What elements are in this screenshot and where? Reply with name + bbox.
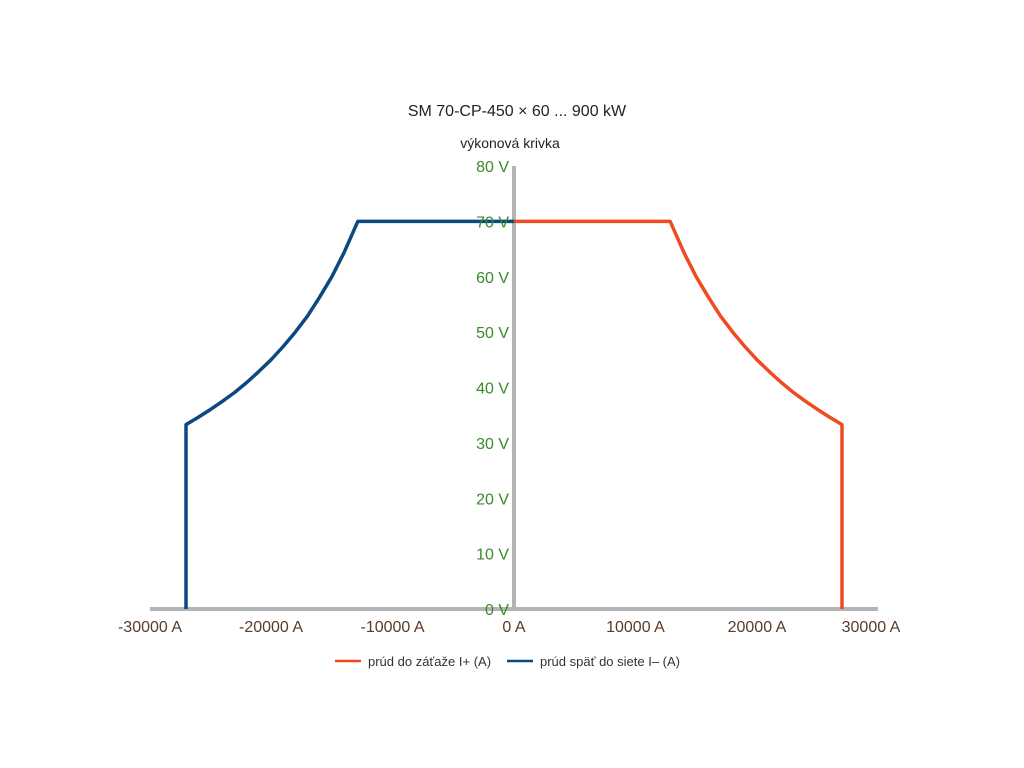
- legend-item-0: prúd do záťaže I+ (A): [335, 654, 491, 669]
- legend: prúd do záťaže I+ (A) prúd späť do siete …: [335, 654, 680, 669]
- y-tick-label: 50 V: [476, 325, 509, 342]
- series-line-1: [184, 219, 514, 609]
- y-tick-label: 20 V: [476, 491, 509, 508]
- y-tick-label: 30 V: [476, 436, 509, 453]
- x-tick-label: -30000 A: [118, 619, 182, 636]
- y-axis-label: výkonová krivka: [460, 135, 560, 151]
- chart-title: SM 70-CP-450 × 60 ... 900 kW: [408, 103, 627, 120]
- series-lines: [184, 219, 844, 609]
- legend-item-1: prúd späť do siete I– (A): [507, 654, 680, 669]
- legend-label: prúd späť do siete I– (A): [540, 654, 680, 669]
- x-tick-label: 20000 A: [728, 619, 787, 636]
- x-tick-label: -20000 A: [239, 619, 303, 636]
- y-tick-label: 0 V: [485, 602, 509, 619]
- legend-label: prúd do záťaže I+ (A): [368, 654, 491, 669]
- y-tick-label: 70 V: [476, 214, 509, 231]
- series-line-0: [514, 219, 844, 609]
- x-tick-label: -10000 A: [360, 619, 424, 636]
- y-tick-label: 10 V: [476, 547, 509, 564]
- axes: [150, 166, 878, 611]
- x-tick-label: 30000 A: [842, 619, 901, 636]
- x-tick-label: 0 A: [502, 619, 525, 636]
- y-tick-label: 80 V: [476, 159, 509, 176]
- x-tick-labels: -30000 A -20000 A -10000 A 0 A 10000 A 20000 …: [118, 619, 901, 636]
- y-tick-labels: 0 V 10 V 20 V 30 V 40 V 50 V 60 V 70 V 80 V: [476, 159, 509, 619]
- x-tick-label: 10000 A: [606, 619, 665, 636]
- y-tick-label: 60 V: [476, 270, 509, 287]
- y-tick-label: 40 V: [476, 381, 509, 398]
